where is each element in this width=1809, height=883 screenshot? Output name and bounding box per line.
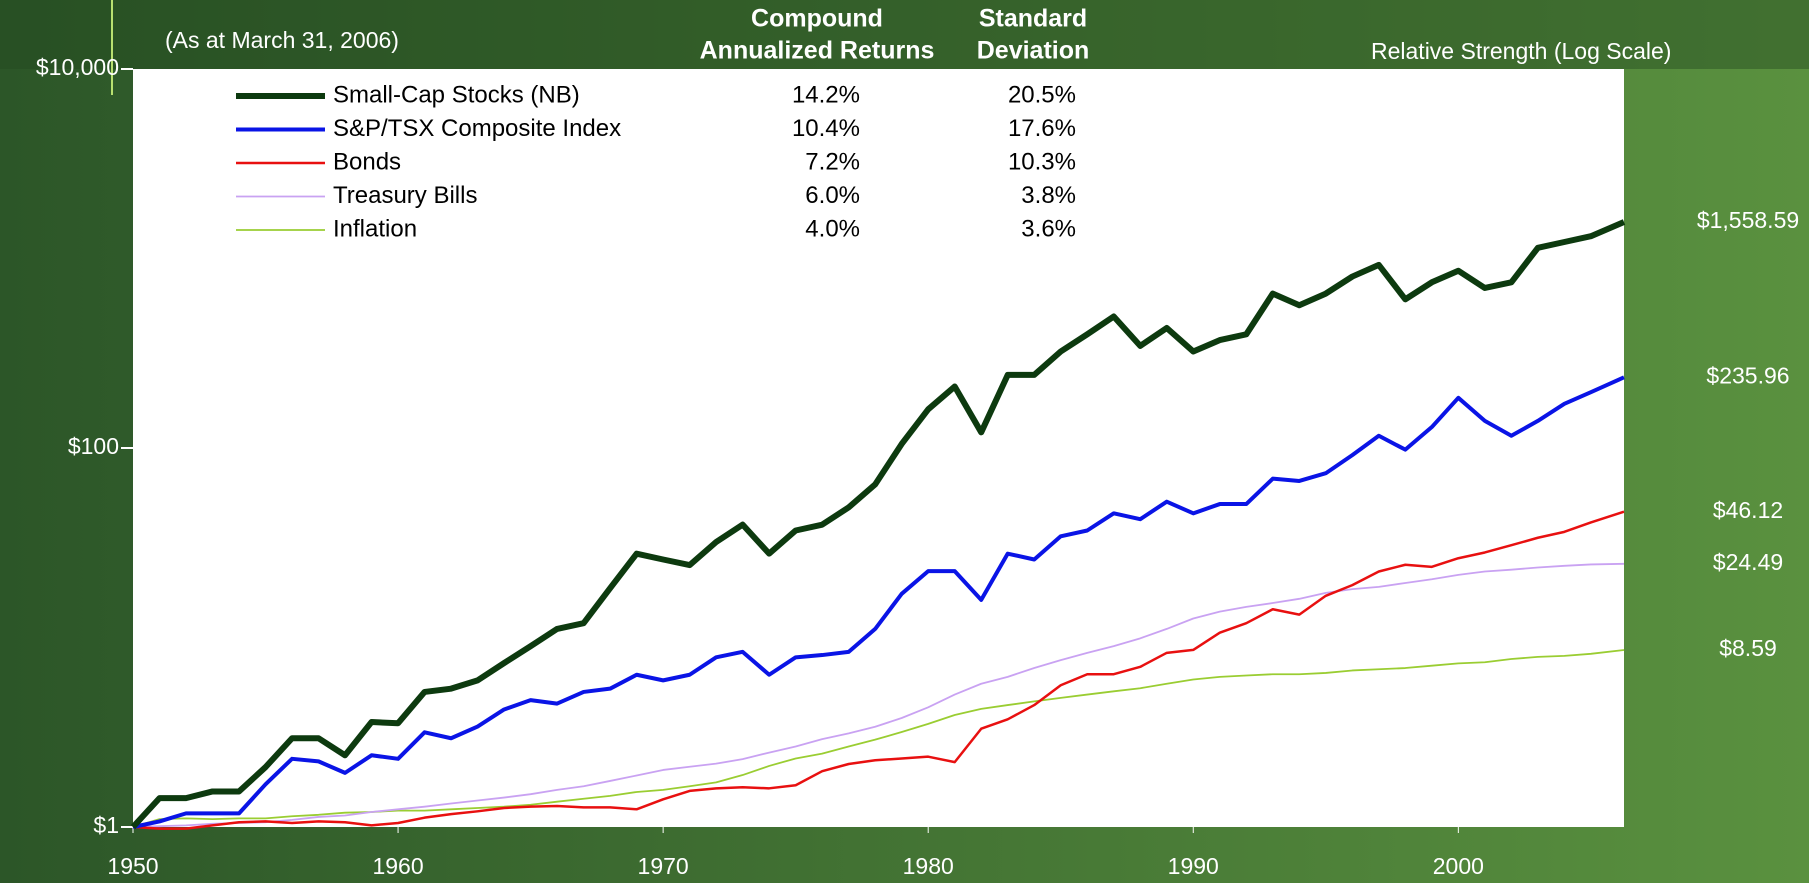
std-value: 20.5% — [1008, 81, 1076, 108]
return-value: 4.0% — [805, 215, 860, 242]
header-band — [0, 0, 1809, 69]
return-value: 14.2% — [792, 81, 860, 108]
x-tick-label: 1980 — [903, 853, 954, 879]
std-value: 10.3% — [1008, 148, 1076, 175]
y-tick-label: $10,000 — [36, 54, 119, 80]
std-value: 17.6% — [1008, 115, 1076, 142]
end-value-label: $24.49 — [1713, 549, 1783, 575]
subtitle: (As at March 31, 2006) — [165, 27, 399, 53]
std-value: 3.6% — [1021, 215, 1076, 242]
end-value-label: $235.96 — [1706, 362, 1789, 388]
return-header: Compound — [751, 5, 883, 33]
series-line — [132, 510, 1625, 830]
legend-label: S&P/TSX Composite Index — [333, 115, 621, 142]
y-tick-label: $100 — [68, 433, 119, 459]
x-tick-label: 1960 — [372, 853, 423, 879]
std-header: Deviation — [977, 37, 1090, 65]
std-header: Standard — [979, 5, 1087, 33]
return-value: 10.4% — [792, 115, 860, 142]
legend-label: Bonds — [333, 148, 401, 175]
end-value-label: $1,558.59 — [1697, 207, 1799, 233]
x-tick-label: 1950 — [107, 853, 158, 879]
end-value-label: $46.12 — [1713, 497, 1783, 523]
return-value: 7.2% — [805, 148, 860, 175]
x-tick-label: 1970 — [638, 853, 689, 879]
series-line — [132, 375, 1625, 829]
return-value: 6.0% — [805, 182, 860, 209]
series-line — [132, 562, 1625, 828]
x-tick-label: 2000 — [1433, 853, 1484, 879]
return-header: Annualized Returns — [700, 37, 935, 65]
legend-label: Small-Cap Stocks (NB) — [333, 81, 580, 108]
x-tick-label: 1990 — [1168, 853, 1219, 879]
std-value: 3.8% — [1021, 182, 1076, 209]
legend-label: Treasury Bills — [333, 182, 477, 209]
axis-note: Relative Strength (Log Scale) — [1371, 38, 1671, 64]
y-tick-label: $1 — [93, 812, 119, 838]
end-value-label: $8.59 — [1719, 635, 1777, 661]
plot-area — [133, 69, 1624, 827]
legend-label: Inflation — [333, 215, 417, 242]
series-line — [130, 219, 1626, 830]
